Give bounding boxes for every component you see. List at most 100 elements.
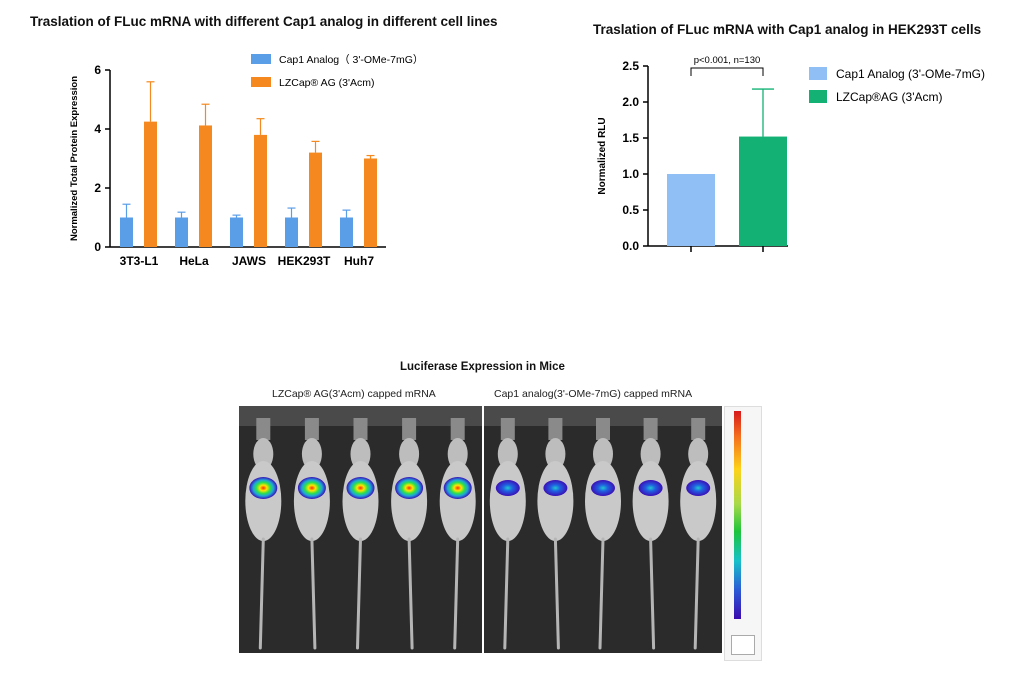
bar-cap1 <box>285 217 298 247</box>
luminescence-signal <box>591 480 615 496</box>
bar-lzcap <box>144 121 157 247</box>
y-tick-label: 6 <box>94 63 101 77</box>
mice-image-left-panel <box>239 406 482 653</box>
mouse-body <box>439 461 476 541</box>
nose-cone <box>256 418 271 440</box>
y-tick-label: 1.0 <box>622 167 639 181</box>
y-axis-label: Normalized RLU <box>597 117 608 194</box>
right-bar-chart: 0.0 0.5 1.0 1.5 2.0 2.5 Normalized RLU p<0.001,… <box>597 55 985 253</box>
bar-lzcap <box>739 136 787 246</box>
y-tick-label: 2 <box>94 181 101 195</box>
x-tick-label: JAWS <box>232 254 266 268</box>
y-tick-label: 2.0 <box>622 95 639 109</box>
mouse-body <box>342 461 379 541</box>
mouse-tail <box>598 537 605 650</box>
mouse-head <box>350 438 371 470</box>
mouse-tail <box>453 537 460 650</box>
mouse-head <box>497 438 518 470</box>
legend-swatch <box>809 90 827 103</box>
bar-cap1 <box>667 174 715 246</box>
x-tick-label: 3T3-L1 <box>120 254 159 268</box>
y-tick-label: 0.0 <box>622 239 639 253</box>
x-tick-label: HEK293T <box>278 254 331 268</box>
mouse-body <box>537 461 574 541</box>
mouse-tail <box>553 537 560 650</box>
nose-cone <box>548 418 563 440</box>
nose-cone <box>304 418 319 440</box>
luminescence-signal <box>395 477 424 499</box>
luminescence-signal <box>543 480 568 496</box>
mouse-tail <box>356 537 362 650</box>
mice-right-label: Cap1 analog(3'-OMe-7mG) capped mRNA <box>494 388 693 400</box>
nose-cone-rail <box>239 406 482 426</box>
mouse-body <box>585 461 621 541</box>
scale-legend-box <box>731 635 755 655</box>
x-tick-label: HeLa <box>179 254 209 268</box>
bar-cap1 <box>120 217 133 247</box>
luminescence-signal <box>249 477 278 499</box>
y-axis-label: Normalized Total Protein Expression <box>69 76 80 241</box>
y-tick-label: 0.5 <box>622 203 639 217</box>
mouse-head <box>640 438 661 470</box>
bar-lzcap <box>199 125 212 247</box>
mice-image-right-panel <box>484 406 722 653</box>
mouse-body <box>391 461 428 541</box>
mouse-head <box>447 438 468 470</box>
legend-label: Cap1 Analog (3'-OMe-7mG) <box>836 67 985 81</box>
nose-cone <box>450 418 465 440</box>
significance-bracket <box>690 67 764 76</box>
legend-swatch <box>251 77 271 87</box>
mouse-tail <box>258 537 265 650</box>
luminescence-signal <box>638 480 663 496</box>
luminescence-signal <box>495 480 520 496</box>
luminescence-signal <box>686 480 711 496</box>
mouse-head <box>399 438 420 470</box>
bar-cap1 <box>175 217 188 247</box>
mouse-head <box>253 438 274 470</box>
significance-annotation: p<0.001, n=130 <box>694 55 761 66</box>
mouse-body <box>245 461 282 541</box>
mouse-tail <box>649 537 656 650</box>
mouse-tail <box>407 537 414 650</box>
legend-swatch <box>251 54 271 64</box>
nose-cone-rail <box>484 406 722 426</box>
bar-lzcap <box>364 158 377 247</box>
bar-cap1 <box>230 217 243 247</box>
mouse-head <box>593 438 613 470</box>
y-tick-label: 1.5 <box>622 131 639 145</box>
y-tick-label: 0 <box>94 240 101 254</box>
left-chart-title: Traslation of FLuc mRNA with different C… <box>30 14 498 29</box>
left-bar-chart: 0 2 4 6 Normalized Total Protein Expression 3… <box>69 54 423 268</box>
nose-cone <box>691 418 706 440</box>
legend-swatch <box>809 67 827 80</box>
mice-left-label: LZCap® AG(3'Acm) capped mRNA <box>272 388 436 400</box>
bar-cap1 <box>340 217 353 247</box>
mouse-tail <box>693 537 700 650</box>
nose-cone <box>500 418 515 440</box>
mouse-head <box>545 438 566 470</box>
nose-cone <box>596 418 610 440</box>
nose-cone <box>402 418 417 440</box>
luminescence-scale-bar <box>724 406 762 661</box>
mouse-body <box>293 461 330 541</box>
mouse-head <box>301 438 322 470</box>
mouse-body <box>489 461 526 541</box>
legend-label: LZCap® AG (3'Acm) <box>279 77 375 89</box>
nose-cone <box>643 418 658 440</box>
legend-label: Cap1 Analog（ 3'-OMe-7mG） <box>279 54 423 66</box>
y-tick-label: 4 <box>94 122 101 136</box>
luminescence-signal <box>443 477 472 499</box>
legend-label: LZCap®AG (3'Acm) <box>836 90 943 104</box>
nose-cone <box>353 418 368 440</box>
mouse-head <box>688 438 709 470</box>
x-tick-label: Huh7 <box>344 254 374 268</box>
bar-lzcap <box>254 134 267 247</box>
scale-gradient <box>734 411 741 619</box>
y-tick-label: 2.5 <box>622 59 639 73</box>
luminescence-signal <box>297 477 326 499</box>
mouse-tail <box>310 537 317 650</box>
mouse-body <box>632 461 669 541</box>
bar-lzcap <box>309 152 322 247</box>
mouse-tail <box>503 537 510 650</box>
luminescence-signal <box>346 477 375 499</box>
